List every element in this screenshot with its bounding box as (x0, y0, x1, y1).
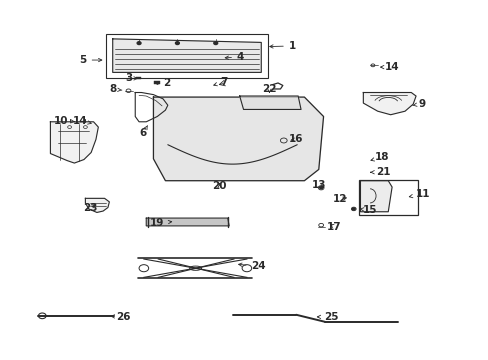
Text: 13: 13 (311, 180, 325, 190)
Polygon shape (153, 97, 323, 181)
Text: 4: 4 (225, 52, 244, 62)
Polygon shape (363, 93, 415, 115)
Text: 17: 17 (326, 221, 341, 231)
Text: 1: 1 (269, 41, 295, 51)
Polygon shape (239, 96, 301, 109)
Text: 9: 9 (412, 99, 425, 109)
Text: 7: 7 (213, 77, 227, 87)
Text: 10: 10 (54, 116, 74, 126)
Text: 18: 18 (370, 152, 389, 162)
Text: 8: 8 (109, 84, 122, 94)
Polygon shape (112, 39, 261, 72)
Circle shape (175, 42, 179, 45)
Polygon shape (146, 218, 229, 226)
Bar (136, 77, 140, 79)
Bar (105, 33, 268, 78)
Polygon shape (50, 122, 98, 163)
Bar (154, 81, 160, 84)
Text: 21: 21 (370, 167, 390, 177)
Polygon shape (85, 198, 109, 212)
Text: 5: 5 (79, 55, 102, 65)
Text: 16: 16 (288, 134, 303, 144)
Text: 23: 23 (83, 203, 97, 212)
Text: 24: 24 (238, 261, 265, 271)
Bar (358, 180, 417, 215)
Text: 15: 15 (359, 205, 377, 215)
Circle shape (137, 42, 141, 45)
Text: 25: 25 (317, 312, 338, 322)
Polygon shape (360, 181, 391, 212)
Circle shape (351, 208, 354, 210)
Text: 14: 14 (73, 116, 91, 126)
Text: 22: 22 (262, 84, 276, 94)
Text: 26: 26 (111, 312, 131, 322)
Text: 11: 11 (408, 189, 429, 199)
Text: 20: 20 (212, 181, 226, 192)
Text: 6: 6 (139, 126, 147, 139)
Circle shape (319, 187, 322, 189)
Text: 19: 19 (150, 218, 171, 228)
Text: 12: 12 (332, 194, 347, 204)
Text: 14: 14 (380, 62, 399, 72)
Text: 2: 2 (154, 78, 170, 88)
Text: 3: 3 (124, 73, 138, 84)
Circle shape (213, 42, 217, 45)
